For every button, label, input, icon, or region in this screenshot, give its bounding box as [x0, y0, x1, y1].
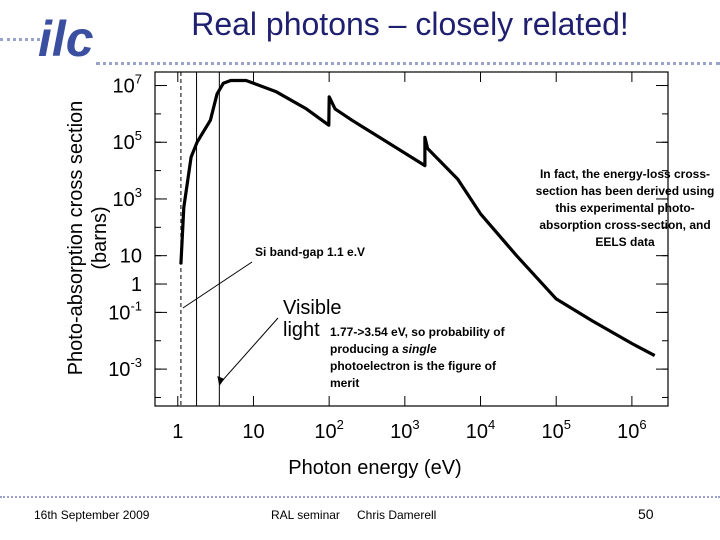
plot-frame	[154, 71, 669, 407]
band-gap-pointer	[182, 261, 253, 309]
y-tick-label: 10-3	[108, 355, 142, 381]
x-tick-label: 102	[314, 417, 343, 443]
absorption-curve	[179, 78, 656, 358]
x-tick-label: 10	[242, 421, 264, 443]
y-tick-label-exponent: 3	[135, 185, 142, 200]
x-tick-label: 106	[617, 417, 646, 443]
x-tick-label-exponent: 5	[564, 417, 571, 432]
y-tick-label-base: 1	[131, 274, 142, 296]
right-annotation: In fact, the energy-loss cross-section h…	[535, 167, 715, 249]
y-tick-label-base: 10	[113, 189, 135, 211]
y-tick-label-exponent: -1	[130, 298, 142, 313]
x-tick-label-base: 10	[617, 421, 639, 443]
y-tick-label-exponent: 5	[135, 128, 142, 143]
x-tick-label-exponent: 4	[488, 417, 495, 432]
visible-light-label-line1: Visible	[283, 297, 342, 319]
ilc-logo: ilc	[38, 11, 94, 66]
x-tick-label-base: 10	[314, 421, 336, 443]
band-gap-annotation: Si band-gap 1.1 e.V	[255, 245, 366, 259]
x-tick-label-base: 1	[172, 421, 183, 443]
y-tick-label-base: 10	[120, 246, 142, 268]
x-tick-label: 1	[172, 421, 183, 443]
y-tick-label-exponent: -3	[130, 355, 142, 370]
x-tick-label-base: 10	[242, 421, 264, 443]
footer-author: Chris Damerell	[357, 508, 437, 522]
header-dotted-rule	[96, 62, 720, 65]
visible-range-annotation: 1.77->3.54 eV, so probability of produci…	[330, 324, 510, 392]
visible-light-arrowhead	[217, 376, 225, 386]
y-tick-label-base: 10	[113, 132, 135, 154]
y-tick-label: 1	[131, 274, 142, 296]
footer-dotted-rule	[0, 496, 720, 498]
y-axis-label-line1: Photo-absorption cross section	[65, 101, 87, 376]
y-tick-label: 10	[120, 246, 142, 268]
x-tick-label: 105	[541, 417, 570, 443]
x-tick-label-exponent: 6	[639, 417, 646, 432]
x-tick-label-base: 10	[466, 421, 488, 443]
footer-date: 16th September 2009	[34, 508, 150, 522]
x-tick-label: 104	[466, 417, 495, 443]
y-tick-label-base: 10	[113, 76, 135, 98]
footer-page-number: 50	[638, 506, 654, 522]
logo-text: ilc	[38, 11, 94, 66]
x-tick-label-exponent: 3	[412, 417, 419, 432]
visible-light-label-line2: light	[283, 319, 320, 341]
header-dotted-rule-left	[0, 38, 40, 41]
slide-title: Real photons – closely related!	[191, 6, 629, 42]
y-axis-label: Photo-absorption cross section (barns)	[65, 101, 111, 376]
x-tick-label-base: 10	[541, 421, 563, 443]
y-tick-label-base: 10	[108, 359, 130, 381]
footer-venue: RAL seminar	[271, 508, 340, 522]
y-tick-label-base: 10	[108, 302, 130, 324]
x-tick-label-exponent: 2	[337, 417, 344, 432]
visible-light-pointer	[218, 317, 279, 385]
y-tick-label-exponent: 7	[135, 72, 142, 87]
y-axis-label-line2: (barns)	[89, 206, 111, 269]
y-tick-label: 105	[113, 128, 142, 154]
visible-range-emphasis: single	[402, 342, 437, 356]
x-tick-label: 103	[390, 417, 419, 443]
y-tick-label: 10-1	[108, 298, 142, 324]
x-tick-label-base: 10	[390, 421, 412, 443]
y-tick-label: 107	[113, 72, 142, 98]
x-axis-label: Photon energy (eV)	[288, 457, 461, 479]
visible-range-suffix: photoelectron is the figure of merit	[330, 359, 497, 390]
y-tick-label: 103	[113, 185, 142, 211]
visible-range-prefix: 1.77->3.54 eV, so probability of produci…	[330, 325, 505, 356]
